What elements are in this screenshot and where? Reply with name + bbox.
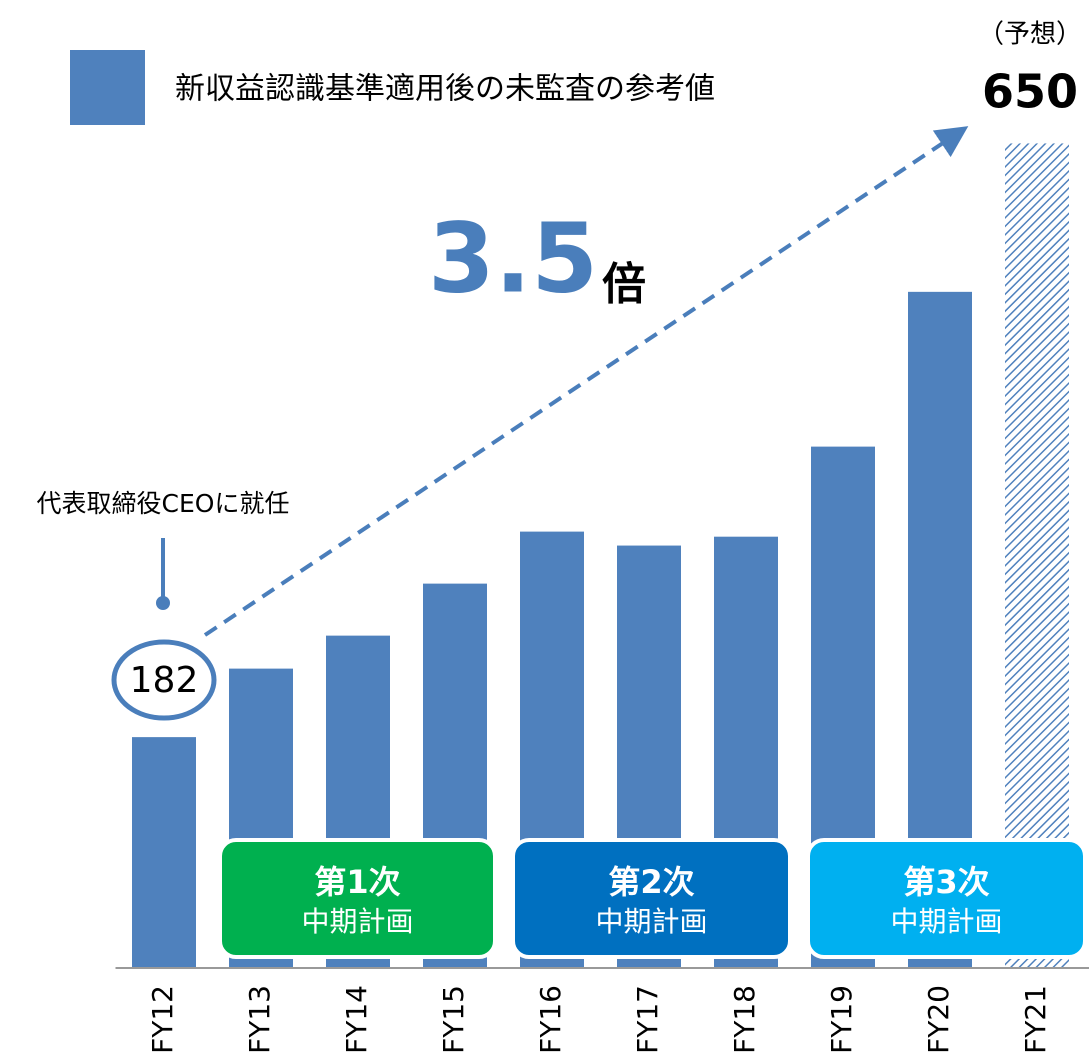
plan-title: 第3次 <box>903 863 989 901</box>
plan-subtitle: 中期計画 <box>890 905 1002 938</box>
bar <box>132 737 196 968</box>
growth-unit: 倍 <box>602 259 646 310</box>
x-tick-label: FY16 <box>534 985 567 1054</box>
x-tick-label: FY18 <box>728 985 761 1054</box>
legend-swatch <box>70 50 145 125</box>
value-label-ring <box>111 639 217 721</box>
note-dot <box>156 596 170 610</box>
ceo-note: 代表取締役CEOに就任 <box>37 489 290 518</box>
growth-arrow <box>203 126 969 637</box>
x-tick-label: FY15 <box>437 985 470 1054</box>
plan-subtitle: 中期計画 <box>301 905 413 938</box>
growth-label: 3.5 <box>428 202 598 314</box>
plan-subtitle: 中期計画 <box>595 905 707 938</box>
x-tick-label: FY20 <box>922 985 955 1054</box>
plan-title: 第1次 <box>314 863 400 901</box>
plan-box <box>218 838 497 959</box>
x-tick-label: FY21 <box>1019 985 1052 1054</box>
plan-box <box>806 838 1087 959</box>
plan-box <box>511 838 792 959</box>
forecast-label: （予想） <box>978 20 1082 50</box>
plan-title: 第2次 <box>608 863 694 901</box>
x-tick-label: FY12 <box>146 985 179 1054</box>
bar <box>1005 143 1069 968</box>
value-label: 182 <box>130 660 199 701</box>
x-tick-label: FY19 <box>825 985 858 1054</box>
legend-label: 新収益認識基準適用後の未監査の参考値 <box>175 72 715 107</box>
x-tick-label: FY17 <box>631 985 664 1054</box>
value-label: 650 <box>982 65 1078 119</box>
x-tick-label: FY13 <box>243 985 276 1054</box>
x-tick-label: FY14 <box>340 985 373 1054</box>
